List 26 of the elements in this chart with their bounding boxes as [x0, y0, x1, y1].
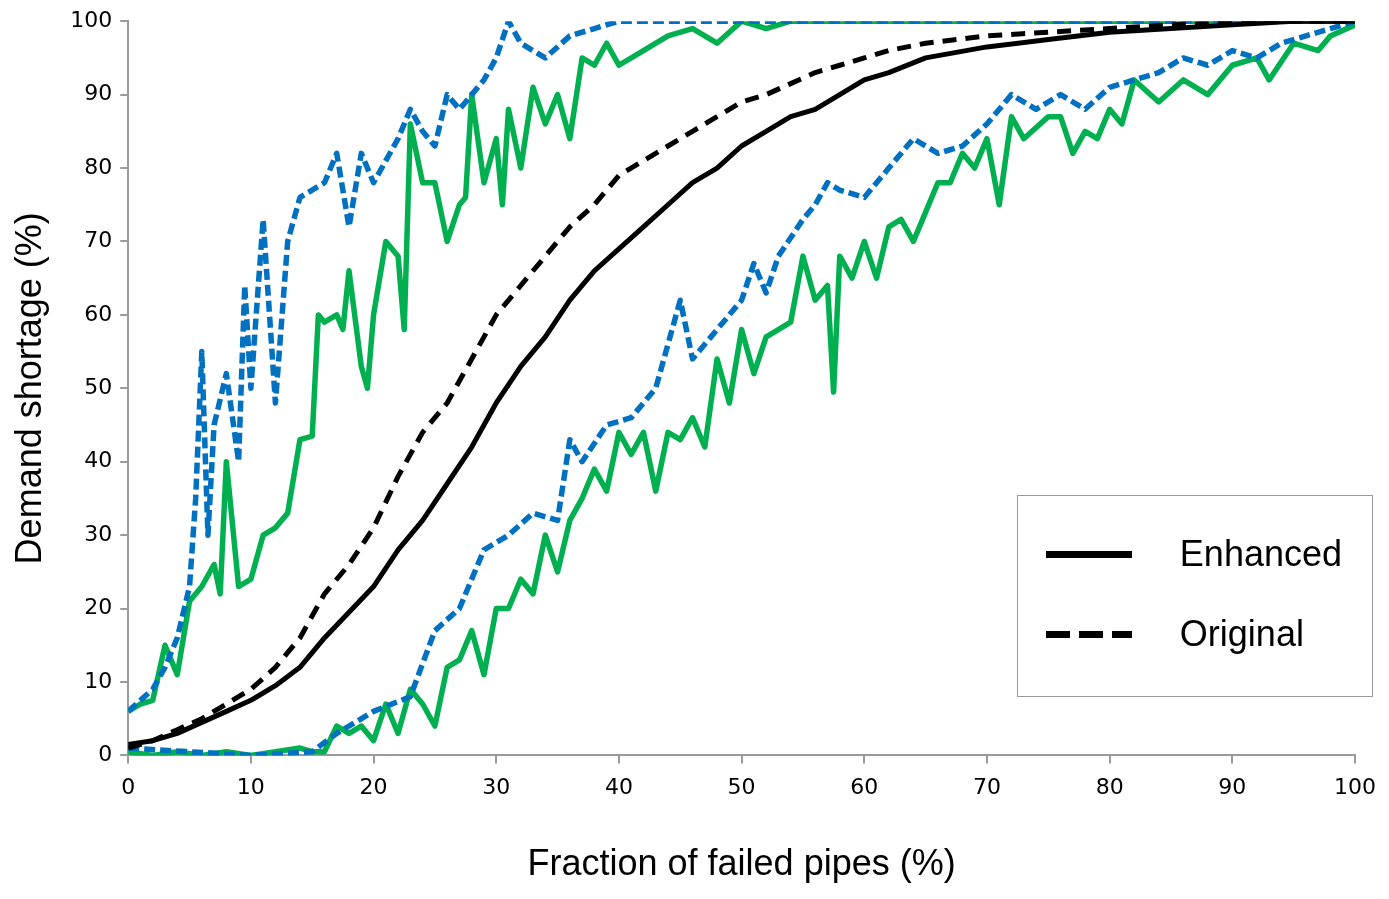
y-tick-label: 0 — [98, 741, 113, 767]
x-tick-label: 0 — [121, 774, 136, 800]
y-tick-label: 80 — [84, 153, 113, 179]
y-axis-title: Demand shortage (%) — [7, 212, 49, 565]
legend-label: Enhanced — [1179, 533, 1342, 575]
y-tick-label: 60 — [84, 300, 113, 326]
y-tick-label: 30 — [84, 520, 113, 546]
x-tick-label: 10 — [236, 774, 265, 800]
y-tick-label: 100 — [70, 6, 113, 32]
y-tick-label: 50 — [84, 374, 113, 400]
x-tick-label: 20 — [359, 774, 388, 800]
y-tick-label: 10 — [84, 667, 113, 693]
y-tick-label: 70 — [84, 227, 113, 253]
x-tick-label: 90 — [1218, 774, 1247, 800]
x-tick-label: 40 — [604, 774, 633, 800]
legend-label: Original — [1179, 613, 1304, 655]
x-tick-label: 100 — [1334, 774, 1376, 800]
y-tick-label: 20 — [84, 594, 113, 620]
x-tick-label: 50 — [727, 774, 756, 800]
x-tick-label: 70 — [972, 774, 1001, 800]
x-axis-title: Fraction of failed pipes (%) — [527, 842, 956, 884]
x-tick-label: 30 — [482, 774, 511, 800]
x-tick-label: 60 — [850, 774, 879, 800]
y-tick-label: 40 — [84, 447, 113, 473]
y-tick-label: 90 — [84, 80, 113, 106]
x-tick-label: 80 — [1095, 774, 1124, 800]
